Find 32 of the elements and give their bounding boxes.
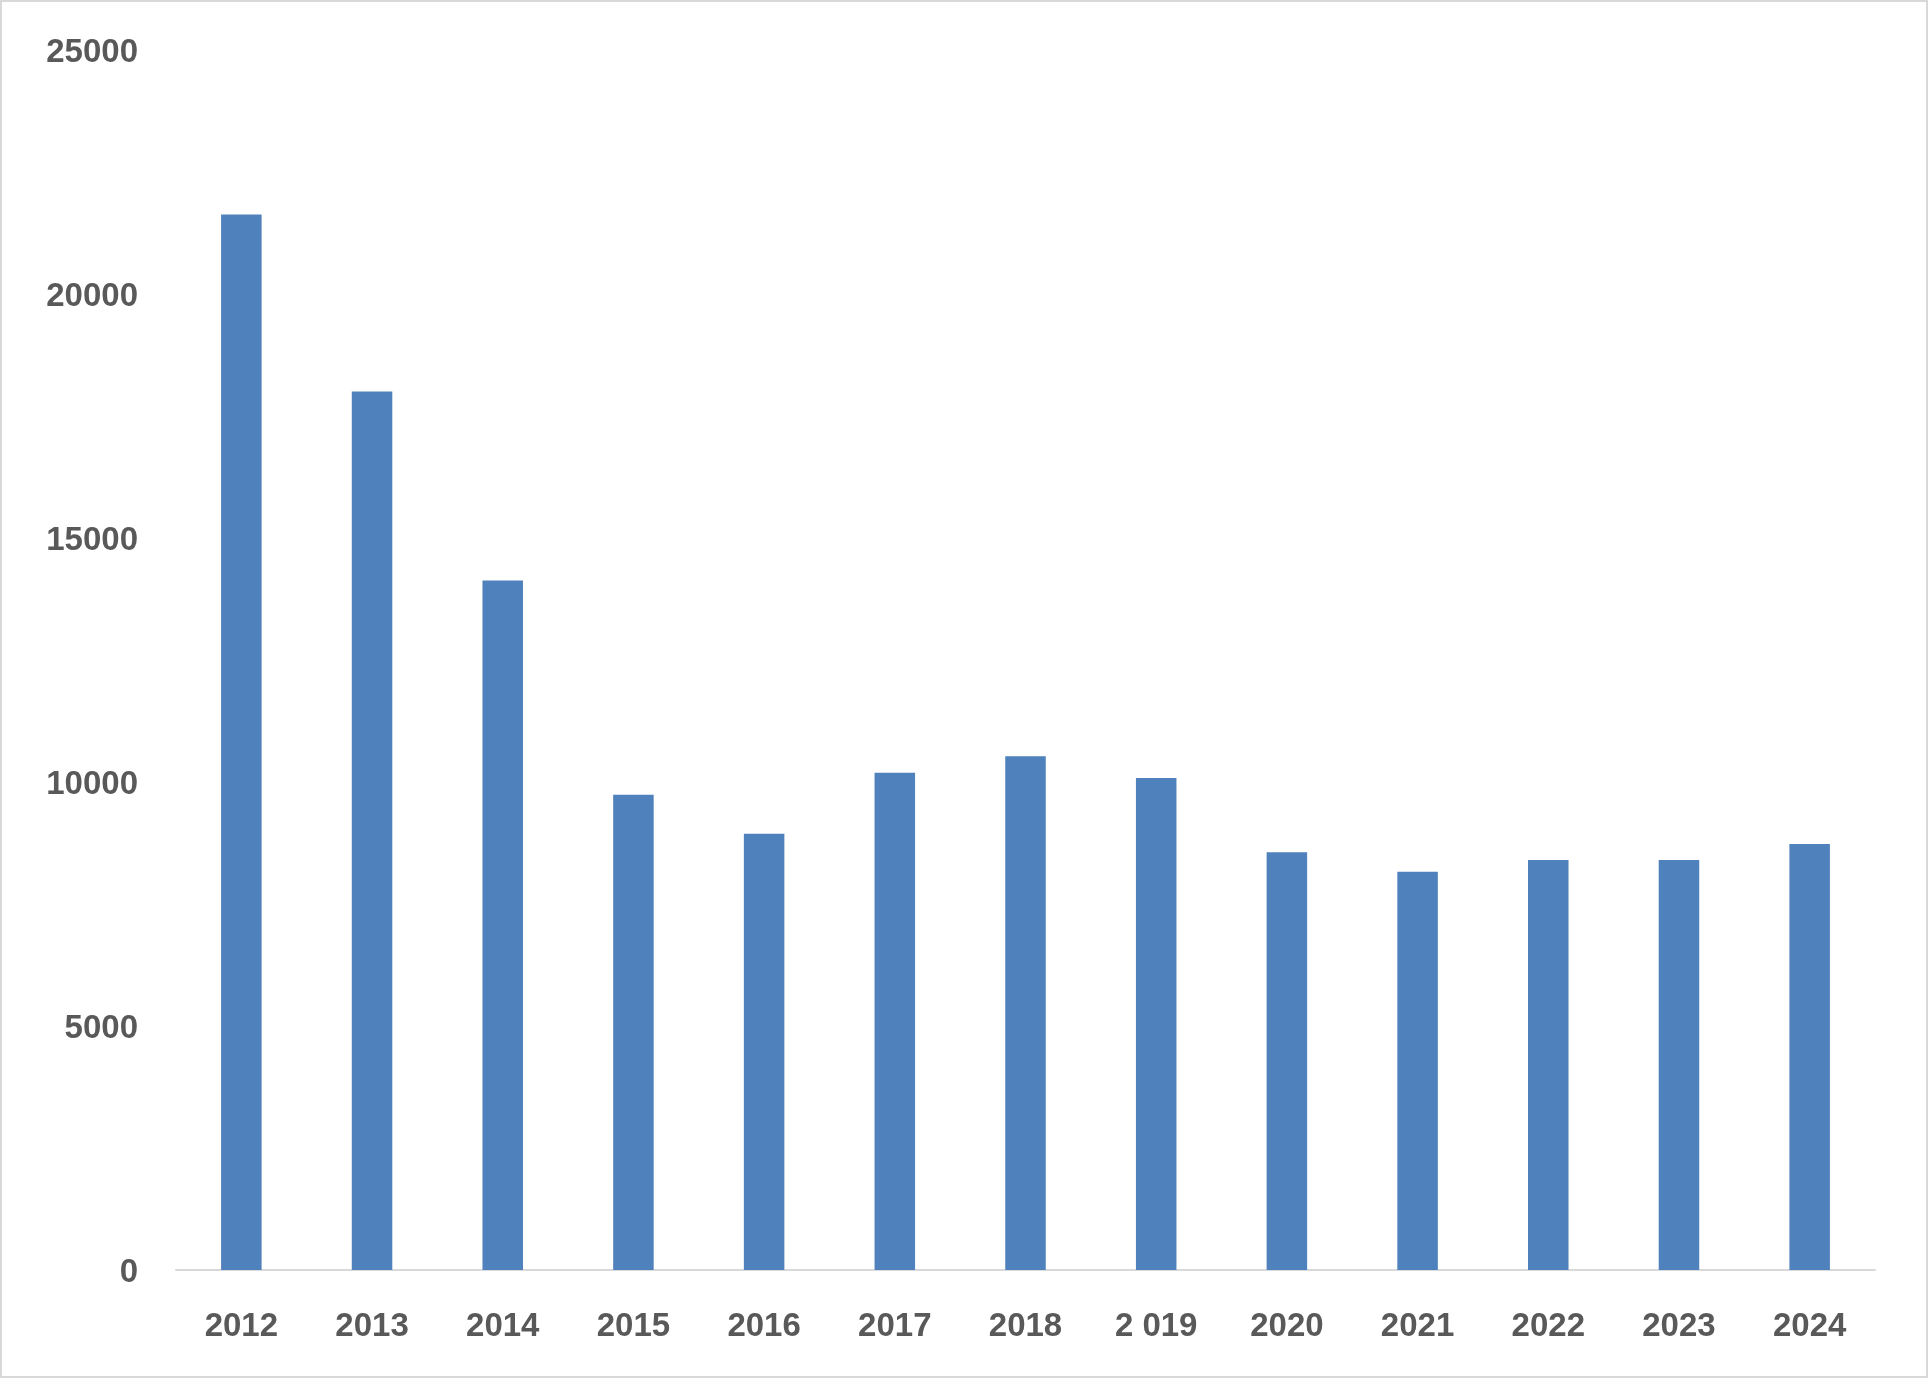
x-tick-label: 2015 bbox=[596, 1306, 671, 1343]
y-tick-label: 0 bbox=[119, 1251, 138, 1289]
bar bbox=[874, 772, 916, 1270]
y-tick-label: 5000 bbox=[64, 1007, 138, 1045]
y-tick-label: 10000 bbox=[46, 763, 138, 801]
bar bbox=[482, 580, 523, 1270]
x-tick-label: 2021 bbox=[1380, 1306, 1455, 1343]
bar bbox=[613, 794, 654, 1270]
bar bbox=[1528, 860, 1569, 1270]
bar bbox=[743, 833, 785, 1270]
x-tick-label: 2024 bbox=[1772, 1306, 1847, 1343]
y-tick-label: 25000 bbox=[46, 31, 138, 69]
bar bbox=[1266, 852, 1308, 1270]
bar bbox=[1135, 778, 1177, 1270]
x-tick-label: 2012 bbox=[204, 1306, 279, 1343]
x-tick-label: 2013 bbox=[335, 1306, 409, 1343]
x-tick-label: 2018 bbox=[988, 1306, 1063, 1343]
y-tick-label: 20000 bbox=[46, 275, 138, 313]
x-tick-label: 2022 bbox=[1511, 1306, 1585, 1343]
x-tick-label: 2014 bbox=[466, 1306, 541, 1343]
x-tick-label: 2017 bbox=[858, 1306, 932, 1343]
bar bbox=[351, 391, 393, 1270]
x-tick-label: 2020 bbox=[1250, 1306, 1324, 1343]
x-tick-label: 2023 bbox=[1642, 1306, 1716, 1343]
x-tick-label: 2016 bbox=[727, 1306, 801, 1343]
bar bbox=[1658, 860, 1700, 1270]
bar bbox=[1005, 756, 1046, 1270]
x-tick-label: 2 019 bbox=[1114, 1306, 1198, 1343]
y-tick-label: 15000 bbox=[46, 519, 138, 557]
bar bbox=[1397, 871, 1438, 1270]
bar bbox=[221, 214, 262, 1270]
bar bbox=[1789, 843, 1830, 1270]
